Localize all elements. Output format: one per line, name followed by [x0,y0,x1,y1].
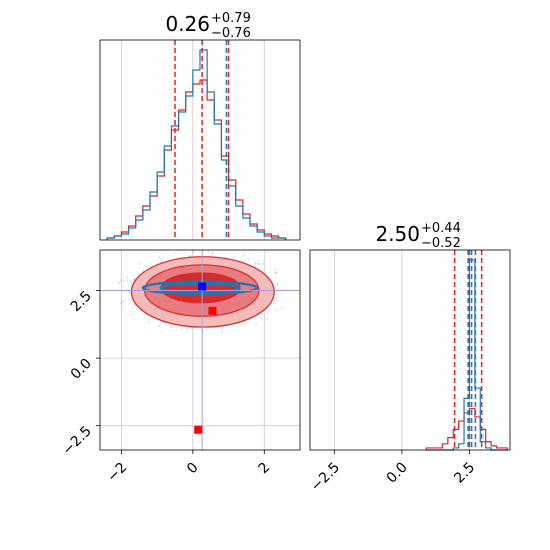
title-superscript: +0.79 [211,11,251,26]
title-subscript: −0.52 [421,236,461,251]
scatter-point [181,328,183,330]
scatter-point [170,326,173,329]
histogram-series [425,259,508,451]
scatter-point [173,252,176,255]
scatter-point [265,318,268,320]
x-tick-labels: −2.5 0.0 2.5 [308,450,478,495]
scatter-point [210,252,213,255]
scatter-point [129,312,132,315]
title-subscript: −0.76 [211,26,251,41]
marker-blue-square [198,282,207,291]
scatter-point [122,279,125,282]
title-superscript: +0.44 [421,221,461,236]
scatter-point [212,251,215,254]
scatter-point [275,272,277,274]
scatter-point [275,299,278,302]
blue-histogram-step [106,49,287,240]
scatter-point [233,256,235,259]
histogram-series [106,49,287,240]
scatter-point [157,325,160,328]
scatter-point [275,297,278,300]
scatter-point [184,252,187,255]
scatter-point [136,273,139,275]
scatter-point [273,300,275,302]
scatter-point [268,308,271,311]
panel-title: 2.50 [375,222,420,246]
scatter-point [169,325,172,328]
scatter-point [202,330,205,333]
x-tick-label: 0 [184,460,202,478]
scatter-point [119,302,122,305]
scatter-point [206,328,209,331]
scatter-point [130,281,133,283]
scatter-point [262,262,265,265]
marker-red-square [208,306,217,315]
scatter-point [126,275,129,278]
histogram-panel-param1: 0.26 +0.79 −0.76 [99,11,301,241]
scatter-point [118,282,121,285]
blue-contour-level [141,280,259,296]
scatter-point [126,279,129,282]
axes-frame [99,39,301,241]
scatter-point [260,313,263,316]
scatter-point [157,255,160,258]
scatter-point [191,252,194,254]
axes-frame [99,249,301,451]
scatter-point [148,321,150,323]
quantile-lines [174,40,230,240]
scatter-point [280,306,283,309]
scatter-point [276,284,279,286]
scatter-point [255,323,258,326]
x-tick-label: −2 [104,460,130,486]
scatter-point [275,276,278,279]
histogram-panel-param2: 2.50 +0.44 −0.52 −2.5 0.0 2.5 [308,221,511,495]
scatter-point [256,263,259,265]
scatter-point [122,300,125,303]
marker-red-square [194,425,203,434]
quantile-lines [453,250,483,450]
contour-levels [130,256,275,328]
scatter-point [189,254,192,257]
contour-panel: −2 0 2 −2.5 0.0 2.5 [59,249,301,485]
scatter-point [258,262,261,265]
x-tick-label: 2 [255,460,273,478]
scatter-point [275,308,278,311]
scatter-point [211,253,214,256]
scatter-point [266,312,269,314]
y-tick-labels: −2.5 0.0 2.5 [59,288,100,459]
scatter-point [221,328,224,331]
x-tick-label: 2.5 [451,460,478,487]
scatter-point [186,327,188,330]
scatter-point [141,270,144,272]
scatter-point [242,254,245,256]
scatter-point [254,262,257,265]
scatter-point [207,250,210,253]
red-histogram-step [425,408,508,450]
scatter-point [247,258,250,261]
scatter-point [260,317,262,319]
scatter-point [221,330,224,333]
grid-lines [333,250,470,450]
axes-frame [309,249,511,451]
x-tick-label: −2.5 [308,460,343,495]
scatter-point [139,263,142,265]
x-tick-label: 0.0 [384,460,411,487]
marker-points [194,282,217,434]
panel-title: 0.26 [165,12,210,36]
y-tick-label: 0.0 [68,356,95,383]
scatter-point [119,280,122,283]
red-histogram-step [106,79,287,240]
scatter-point [121,301,123,303]
x-tick-labels: −2 0 2 [104,450,273,485]
blue-histogram-step [426,259,508,451]
y-tick-label: −2.5 [59,423,94,458]
scatter-point [274,268,277,271]
y-tick-label: 2.5 [68,288,95,315]
